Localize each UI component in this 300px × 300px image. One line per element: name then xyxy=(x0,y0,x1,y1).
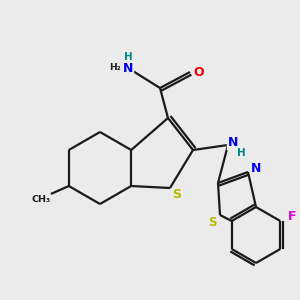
Text: N: N xyxy=(251,161,261,175)
Text: S: S xyxy=(208,215,216,229)
Text: N: N xyxy=(228,136,238,149)
Text: H₂: H₂ xyxy=(109,64,121,73)
Text: CH₃: CH₃ xyxy=(31,194,50,203)
Text: H: H xyxy=(124,52,132,62)
Text: S: S xyxy=(172,188,182,202)
Text: F: F xyxy=(288,209,296,223)
Text: N: N xyxy=(123,61,133,74)
Text: O: O xyxy=(194,65,204,79)
Text: H: H xyxy=(237,148,245,158)
